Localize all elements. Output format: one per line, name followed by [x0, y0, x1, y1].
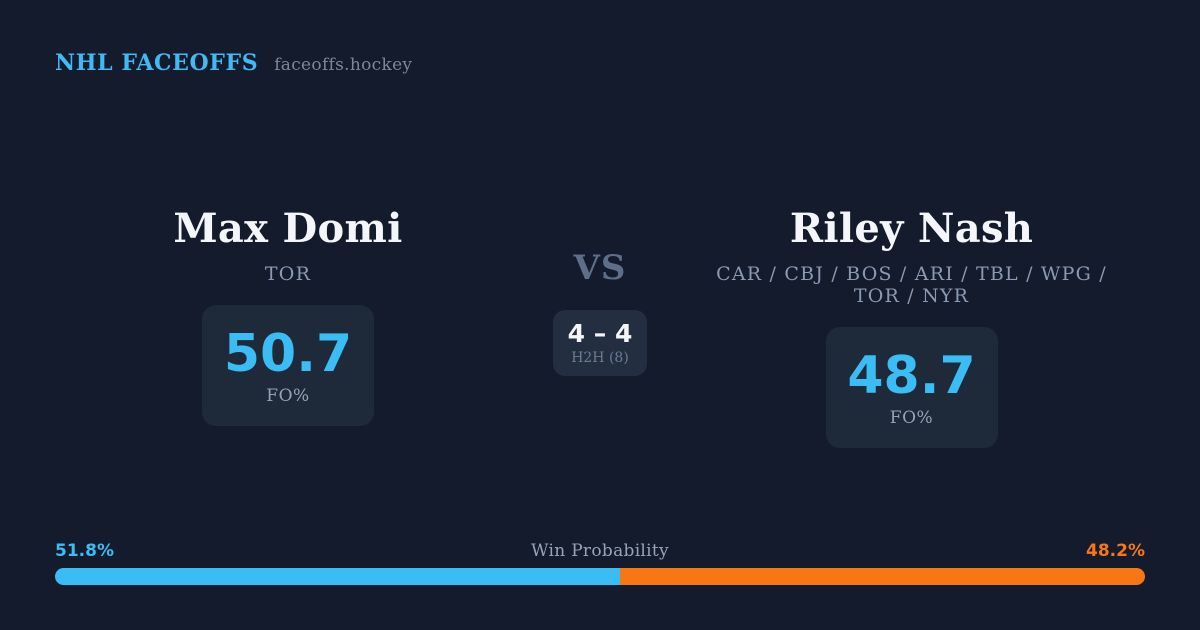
- brand-logo: NHL FACEOFFS: [55, 50, 259, 76]
- win-probability-right-pct: 48.2%: [1086, 541, 1145, 561]
- win-probability-labels: 51.8% Win Probability 48.2%: [55, 541, 1145, 561]
- player-right-column: Riley Nash CAR / CBJ / BOS / ARI / TBL /…: [691, 205, 1132, 448]
- player-left-fo-card: 50.7 FO%: [202, 305, 374, 426]
- h2h-label: H2H (8): [571, 350, 629, 366]
- player-left-fo-label: FO%: [266, 385, 310, 406]
- vs-label: VS: [573, 248, 627, 288]
- win-probability-bar-left-segment: [55, 568, 620, 585]
- player-left-name: Max Domi: [173, 205, 403, 252]
- win-probability-bar: [55, 568, 1145, 585]
- player-left-column: Max Domi TOR 50.7 FO%: [128, 205, 448, 426]
- win-probability-bar-right-segment: [619, 568, 1145, 585]
- player-right-fo-card: 48.7 FO%: [825, 327, 998, 448]
- player-left-teams: TOR: [264, 263, 312, 285]
- win-probability-left-pct: 51.8%: [55, 541, 114, 561]
- site-url: faceoffs.hockey: [274, 55, 413, 75]
- header: NHL FACEOFFS faceoffs.hockey: [55, 50, 412, 76]
- win-probability-title: Win Probability: [531, 541, 669, 561]
- h2h-score: 4 – 4: [567, 319, 633, 348]
- vs-column: VS 4 – 4 H2H (8): [540, 248, 660, 376]
- player-right-fo-label: FO%: [889, 407, 934, 428]
- h2h-card: 4 – 4 H2H (8): [553, 310, 647, 376]
- player-right-teams: CAR / CBJ / BOS / ARI / TBL / WPG / TOR …: [716, 263, 1107, 307]
- player-right-name: Riley Nash: [789, 205, 1034, 252]
- player-left-fo-value: 50.7: [223, 323, 353, 384]
- player-right-fo-value: 48.7: [847, 345, 976, 406]
